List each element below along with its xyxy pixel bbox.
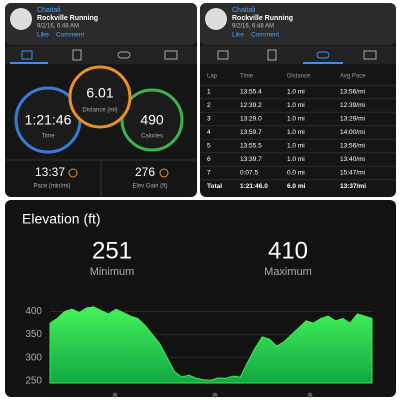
pace-label: Pace (min/mi): [33, 184, 70, 190]
tab-selected: [303, 62, 343, 64]
cell: 13:40/mi: [340, 156, 365, 163]
cell: 0:07.5: [240, 170, 258, 177]
header: [200, 3, 396, 45]
min-label: Minimum: [90, 266, 135, 278]
pace-icon: [68, 168, 78, 178]
comment[interactable]: Comment: [251, 32, 279, 39]
tab[interactable]: [267, 49, 277, 61]
tab[interactable]: [117, 51, 131, 59]
cell: 12:39.2: [240, 102, 262, 109]
page-dot: [212, 392, 218, 398]
cell: 6: [207, 156, 211, 163]
distance-label: Distance (mi): [82, 108, 117, 114]
cell: 1: [207, 89, 211, 96]
cell: 13:55.5: [240, 143, 262, 150]
min-value: 251: [92, 237, 132, 264]
distance-ring: [68, 65, 132, 129]
cell: 13:37/mi: [340, 183, 366, 190]
tab[interactable]: [217, 50, 229, 60]
cell: 13:55.4: [240, 89, 262, 96]
time-label: Time: [41, 134, 55, 140]
y-tick-label: 350: [25, 329, 42, 340]
elev-icon: [159, 168, 169, 178]
time-value: 1:21:46: [25, 112, 72, 128]
y-tick-label: 400: [25, 306, 42, 317]
user[interactable]: Chaitali: [37, 7, 61, 14]
tab[interactable]: [316, 51, 330, 59]
cell: 13:59.7: [240, 129, 262, 136]
summary-panel: Chaitali Rockville Running 9/2/16, 6:48 …: [5, 3, 197, 197]
tab-bar: [200, 46, 396, 64]
like[interactable]: Like: [232, 32, 244, 39]
cell: 5: [207, 143, 211, 150]
column-header: Avg Pace: [340, 74, 366, 80]
datetime: 9/2/16, 6:48 AM: [232, 24, 274, 30]
cell: 4: [207, 129, 211, 136]
y-tick-label: 250: [25, 375, 42, 386]
cell: 12:39/mi: [340, 102, 365, 109]
cell: 3: [207, 116, 211, 123]
calories-ring: [120, 88, 184, 152]
tab-selected: [10, 62, 48, 64]
activity-title: Rockville Running: [37, 15, 98, 22]
cell: 0.0 mi: [287, 170, 305, 177]
max-label: Maximum: [264, 266, 312, 278]
y-tick-label: 300: [25, 352, 42, 363]
cell: 1:21:46.0: [240, 183, 268, 190]
cell: 1.0 mi: [287, 116, 305, 123]
tab[interactable]: [72, 49, 82, 61]
cell: 1.0 mi: [287, 143, 305, 150]
elev-gain-label: Elev Gain (ft): [132, 184, 167, 190]
activity-title: Rockville Running: [232, 15, 293, 22]
tab[interactable]: [363, 50, 377, 60]
column-header: Lap: [207, 74, 218, 80]
tab[interactable]: [21, 50, 33, 60]
pace-value: 13:37: [35, 165, 65, 179]
cell: 15:47/mi: [340, 170, 365, 177]
avatar: [10, 8, 32, 30]
elevation-panel: Elevation (ft) 251 Minimum 410 Maximum 2…: [5, 200, 396, 398]
avatar: [205, 8, 227, 30]
column-header: Distance: [287, 74, 311, 80]
cell: 13:56/mi: [340, 143, 365, 150]
page-dot: [307, 392, 313, 398]
tab-bar: [5, 46, 197, 64]
column-header: Time: [240, 74, 254, 80]
cell: 1.0 mi: [287, 89, 305, 96]
calories-value: 490: [140, 112, 164, 128]
cell: 13:29/mi: [340, 116, 365, 123]
cell: Total: [207, 183, 222, 190]
cell: 13:29.0: [240, 116, 262, 123]
like[interactable]: Like: [37, 32, 49, 39]
cell: 1.0 mi: [287, 129, 305, 136]
chart-title: Elevation (ft): [22, 211, 101, 227]
max-value: 410: [268, 237, 308, 264]
header: [5, 3, 197, 45]
page-dot: [112, 392, 118, 398]
laps-panel: Chaitali Rockville Running 9/2/16, 6:48 …: [200, 3, 396, 197]
user[interactable]: Chaitali: [232, 7, 256, 14]
cell: 1.0 mi: [287, 102, 305, 109]
laps-table: Lap Time Distance Avg Pace 1 13:55.4 1.0 mi 13:…: [200, 74, 396, 190]
cell: 14:00/mi: [340, 129, 365, 136]
tab[interactable]: [164, 50, 178, 60]
cell: 1.0 mi: [287, 156, 305, 163]
datetime: 9/2/16, 6:48 AM: [37, 24, 79, 30]
elevation-area: [49, 306, 373, 384]
cell: 6.0 mi: [287, 183, 306, 190]
elev-gain-value: 276: [135, 165, 155, 179]
distance-value: 6.01: [86, 85, 113, 101]
cell: 13:56/mi: [340, 89, 365, 96]
cell: 2: [207, 102, 211, 109]
cell: 7: [207, 170, 211, 177]
elevation-chart: 250 300 350 400: [25, 306, 373, 386]
cell: 13:39.7: [240, 156, 262, 163]
comment[interactable]: Comment: [56, 32, 84, 39]
calories-label: Calories: [141, 134, 163, 140]
